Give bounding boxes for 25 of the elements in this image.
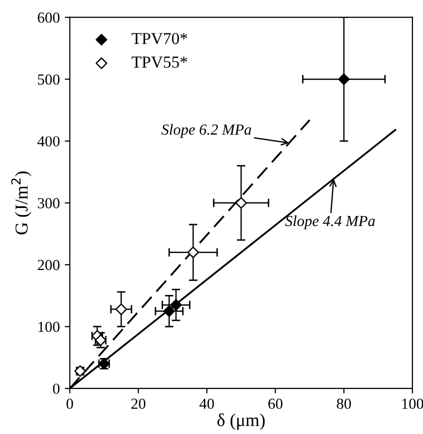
y-tick-label: 600 [38, 12, 60, 23]
annotation: Slope 4.4 MPa [285, 215, 375, 230]
y-tick-label: 200 [38, 260, 60, 270]
point [115, 303, 128, 316]
point [338, 73, 350, 86]
y-tick-label: 400 [37, 136, 60, 146]
x-tick-label: 0 [66, 398, 74, 409]
y-tick-label: 500 [38, 74, 60, 85]
point [170, 299, 182, 311]
point [163, 305, 175, 317]
x-tick-label: 60 [268, 398, 282, 409]
x-tick-label: 40 [200, 398, 214, 409]
point [187, 246, 199, 258]
y-tick-label: 100 [38, 322, 60, 332]
x-tick-label: 20 [131, 398, 146, 409]
point [235, 197, 247, 209]
x-tick-label: 80 [336, 398, 351, 409]
x-tick-label: 100 [402, 398, 423, 409]
y-tick-label: 0 [53, 384, 60, 394]
x-axis-title: δ (μm) [217, 413, 265, 430]
legend-label: TPV55* [132, 56, 188, 68]
legend-label: TPV70* [132, 32, 188, 44]
y-tick-label: 300 [38, 198, 60, 208]
y-axis-title: G (J/m$^{2}$) [11, 172, 32, 234]
annotation: Slope 6.2 MPa [161, 124, 252, 138]
